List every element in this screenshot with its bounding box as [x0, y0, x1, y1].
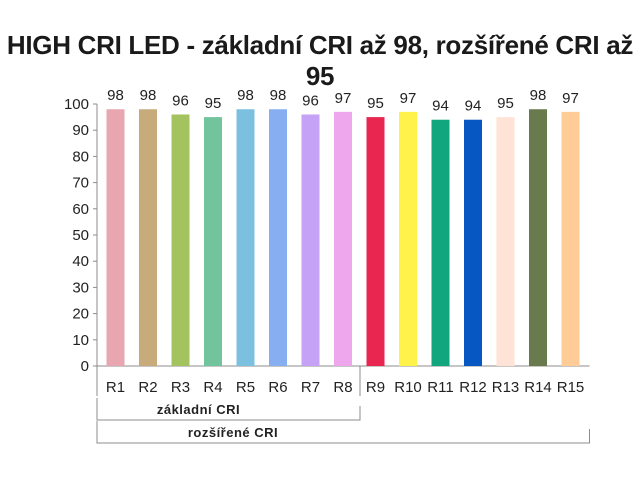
group-bracket: [96, 398, 361, 421]
data-label: 98: [270, 87, 287, 104]
y-tick-label: 40: [72, 253, 89, 270]
data-label: 97: [400, 90, 417, 107]
data-label: 98: [237, 87, 254, 104]
bar-R3: [171, 114, 190, 366]
bar-R10: [399, 111, 417, 366]
chart-title: HIGH CRI LED - základní CRI až 98, rozší…: [6, 30, 634, 91]
x-tick-label: R15: [557, 379, 585, 396]
data-label: 96: [172, 92, 189, 109]
x-tick-label: R4: [203, 379, 222, 396]
data-label: 95: [205, 95, 222, 112]
y-tick-label: 10: [72, 332, 89, 349]
group-label: základní CRI: [157, 402, 240, 417]
data-label: 97: [562, 90, 579, 107]
bar-R5: [236, 109, 255, 367]
bar-R6: [269, 109, 287, 367]
data-label: 94: [465, 98, 482, 115]
group-label: rozšířené CRI: [188, 425, 278, 440]
x-tick-label: R10: [394, 379, 422, 396]
x-tick-label: R9: [366, 379, 385, 396]
x-tick-label: R1: [106, 379, 125, 396]
bar-R15: [561, 111, 580, 366]
data-label: 98: [140, 87, 157, 104]
y-tick-label: 30: [72, 279, 89, 296]
data-label: 95: [497, 95, 514, 112]
y-tick-label: 80: [72, 148, 89, 165]
x-tick-label: R5: [236, 379, 255, 396]
x-tick-label: R13: [492, 379, 520, 396]
data-label: 97: [335, 90, 352, 107]
group-bracket: [96, 421, 590, 444]
x-tick-label: R8: [333, 379, 352, 396]
bar-R8: [334, 111, 352, 366]
x-tick-label: R2: [138, 379, 157, 396]
bar-R1: [106, 109, 125, 367]
x-tick-label: R7: [301, 379, 320, 396]
data-label: 94: [432, 98, 449, 115]
y-tick-label: 100: [64, 96, 89, 113]
y-tick-label: 50: [72, 227, 89, 244]
bar-R4: [204, 117, 222, 366]
data-label: 95: [367, 95, 384, 112]
y-tick-label: 0: [81, 358, 89, 375]
x-tick-label: R11: [427, 379, 453, 396]
bar-R2: [139, 109, 157, 367]
bar-R9: [366, 117, 385, 366]
bar-R12: [464, 119, 482, 366]
y-tick-label: 60: [72, 201, 89, 218]
x-tick-label: R12: [459, 379, 487, 396]
data-label: 96: [302, 92, 319, 109]
y-tick-label: 70: [72, 175, 89, 192]
y-tick-label: 90: [72, 122, 89, 139]
x-tick-label: R6: [268, 379, 287, 396]
bar-R13: [496, 117, 515, 366]
y-tick-label: 20: [72, 306, 89, 323]
bar-R7: [301, 114, 320, 366]
bar-R14: [529, 109, 547, 367]
bar-R11: [431, 119, 450, 366]
data-label: 98: [530, 87, 547, 104]
x-tick-label: R3: [171, 379, 190, 396]
x-tick-label: R14: [524, 379, 552, 396]
data-label: 98: [107, 87, 124, 104]
